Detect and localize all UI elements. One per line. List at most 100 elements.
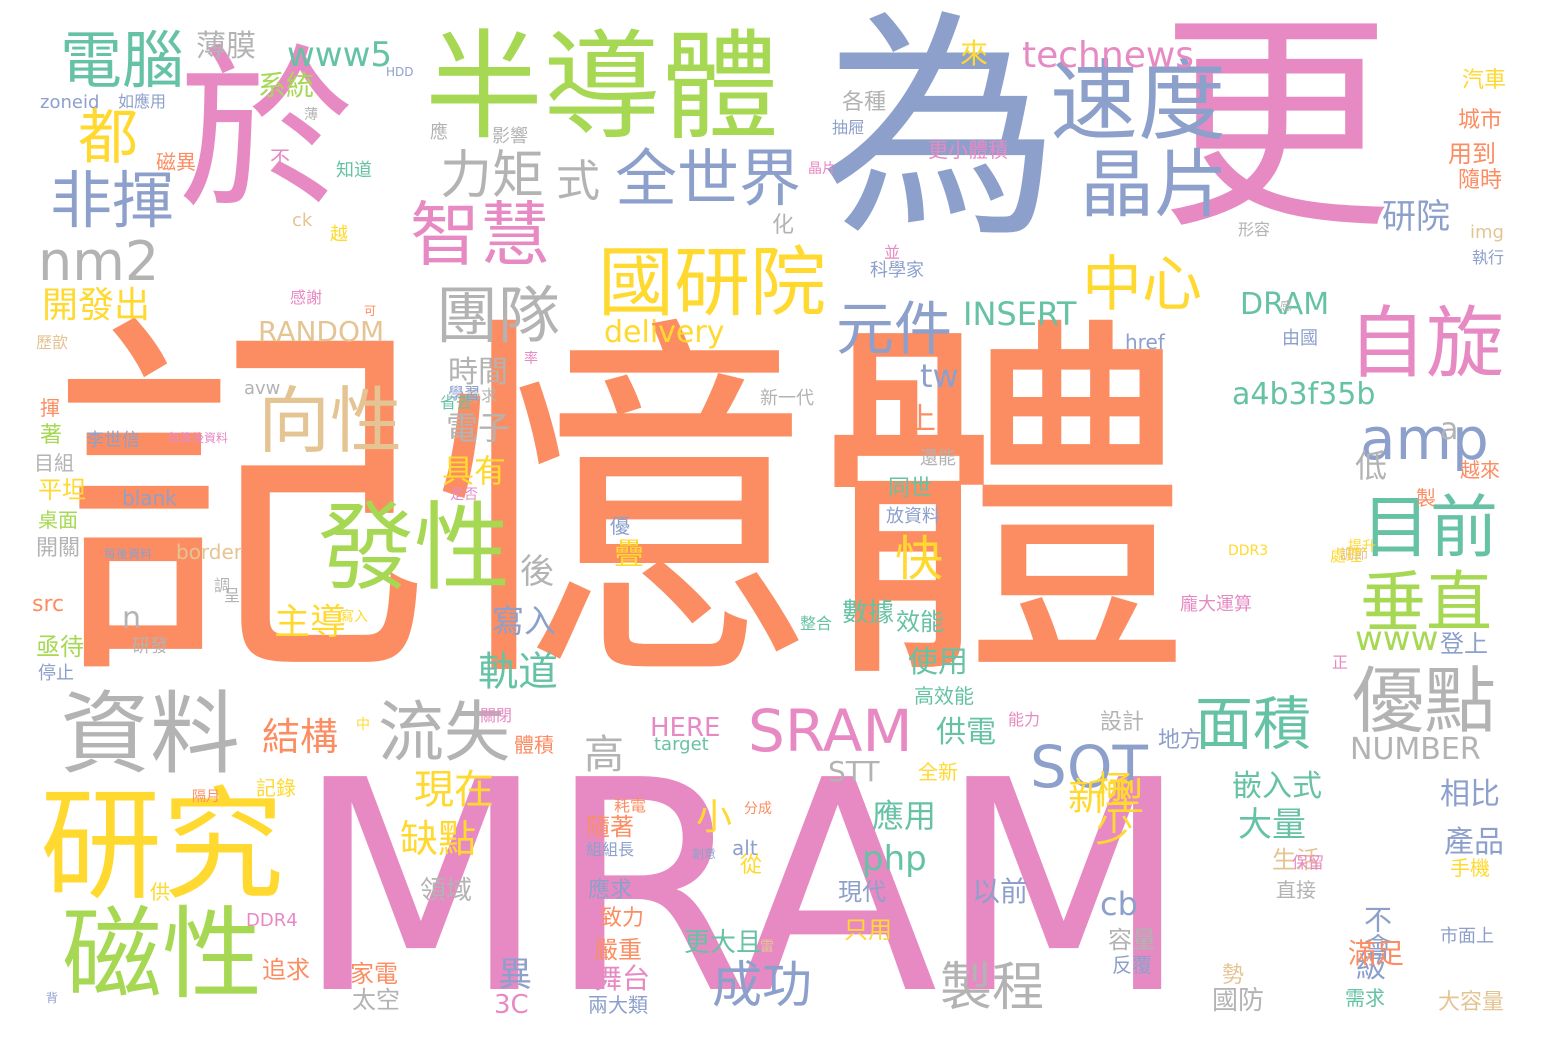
word-127: 停止 <box>38 663 74 684</box>
word-11: nm2 <box>38 230 160 293</box>
word-30: 目前 <box>1362 489 1499 568</box>
word-36: 快 <box>886 533 942 581</box>
word-65: HERE <box>650 713 721 743</box>
word-137: 知道 <box>336 160 372 181</box>
word-100: 直接 <box>1276 878 1316 902</box>
word-94: 登上 <box>1440 630 1488 658</box>
word-97: 地方 <box>1158 728 1203 753</box>
word-170: DDR3 <box>1228 543 1269 559</box>
word-204: 率 <box>524 351 538 367</box>
word-123: DDR4 <box>246 910 298 931</box>
word-108: 以前 <box>972 875 1029 908</box>
word-93: 由國 <box>1282 328 1318 349</box>
word-63: STT <box>828 755 880 788</box>
word-64: NUMBER <box>1350 732 1481 767</box>
word-13: 式 <box>556 156 600 207</box>
word-134: 揮 <box>40 396 60 420</box>
word-58: 結構 <box>262 715 339 759</box>
word-76: 小 <box>696 797 733 838</box>
word-90: img <box>1470 222 1504 243</box>
word-50: 電子 <box>446 409 511 447</box>
word-105: 容量 <box>1108 926 1156 954</box>
word-19: 元件 <box>836 295 953 363</box>
word-60: 缺點 <box>400 817 477 861</box>
word-29: amp <box>1360 405 1489 473</box>
word-96: 設計 <box>1100 710 1145 735</box>
word-0: 記憶體 <box>52 286 1192 729</box>
word-168: border <box>176 540 243 564</box>
word-120: 家電 <box>350 960 398 988</box>
word-38: www5 <box>287 35 393 75</box>
word-157: 尋求 <box>465 386 498 405</box>
word-1: MRAM <box>295 718 1190 1052</box>
word-118: 領域 <box>420 876 473 906</box>
word-114: 嚴重 <box>594 936 642 964</box>
word-177: 中 <box>356 717 370 733</box>
word-203: 提升 <box>1348 539 1376 555</box>
word-163: 越來 <box>1460 458 1500 482</box>
word-166: 放資料 <box>886 506 940 527</box>
word-190: 保留 <box>1292 853 1325 872</box>
word-95: 正 <box>1332 653 1349 672</box>
word-88: 用到 <box>1448 140 1496 168</box>
word-156: 新一代 <box>760 388 814 409</box>
word-78: 低 <box>1355 447 1388 485</box>
word-47: a4b3f35b <box>1232 377 1376 412</box>
word-22: 資料 <box>60 682 240 787</box>
word-51: 具有 <box>442 452 507 490</box>
word-62: 嵌入式 <box>1232 769 1322 804</box>
word-35: 成功 <box>712 956 812 1014</box>
word-191: 市面上 <box>1440 926 1494 947</box>
word-49: 時間 <box>448 355 508 390</box>
word-69: 應用 <box>872 797 937 835</box>
word-142: HDD <box>386 65 414 79</box>
word-178: 體積 <box>514 733 554 757</box>
word-68: 不會 <box>1360 905 1393 961</box>
word-187: 分成 <box>744 801 772 817</box>
word-132: 目組 <box>34 451 74 475</box>
word-18: 中心 <box>1082 250 1202 320</box>
word-147: 形容 <box>1238 220 1271 239</box>
word-83: 級 <box>1356 950 1386 985</box>
word-32: 優點 <box>1352 659 1497 743</box>
word-4: 於 <box>178 29 355 234</box>
word-20: 團隊 <box>436 279 561 352</box>
word-57: 極少 <box>1089 770 1133 846</box>
word-188: 組組長 <box>586 840 635 859</box>
word-107: 勢 <box>1222 963 1245 988</box>
word-24: 磁性 <box>62 896 262 1013</box>
word-106: 反覆 <box>1112 953 1152 977</box>
word-92: href <box>1125 330 1165 354</box>
word-41: 研院 <box>1382 197 1450 237</box>
word-87: 城市 <box>1458 108 1503 133</box>
word-174: 效能 <box>896 608 944 636</box>
word-15: 智慧 <box>410 194 550 276</box>
word-59: 現在 <box>414 767 494 813</box>
word-61: 大量 <box>1238 805 1306 845</box>
word-139: 應 <box>430 122 448 143</box>
word-26: 流失 <box>378 694 510 771</box>
word-183: 耗電 <box>614 796 647 815</box>
word-112: 舞台 <box>594 962 651 995</box>
word-160: 每筆後資料 <box>168 431 229 445</box>
word-117: 隨著 <box>586 813 634 841</box>
word-192: 背 <box>46 991 59 1005</box>
word-39: 薄膜 <box>196 29 256 64</box>
word-199: 寫入 <box>340 609 368 625</box>
word-17: 自旋 <box>1348 299 1505 389</box>
word-130: 桌面 <box>38 508 78 532</box>
word-7: 晶片 <box>1080 142 1228 228</box>
word-52: 主導 <box>274 602 347 643</box>
word-2: 為 <box>820 0 1061 270</box>
word-42: 開發出 <box>42 285 151 326</box>
word-91: 執行 <box>1472 248 1505 267</box>
word-46: DRAM <box>1240 287 1330 322</box>
word-171: 處理 <box>1330 546 1363 565</box>
word-73: 產品 <box>1444 825 1504 860</box>
word-131: 平坦 <box>38 476 86 504</box>
word-186: 從 <box>740 853 763 878</box>
word-158: 學習 <box>448 384 481 403</box>
word-200: 可 <box>364 304 377 318</box>
word-196: 調 <box>214 576 231 595</box>
word-44: delivery <box>604 315 725 350</box>
